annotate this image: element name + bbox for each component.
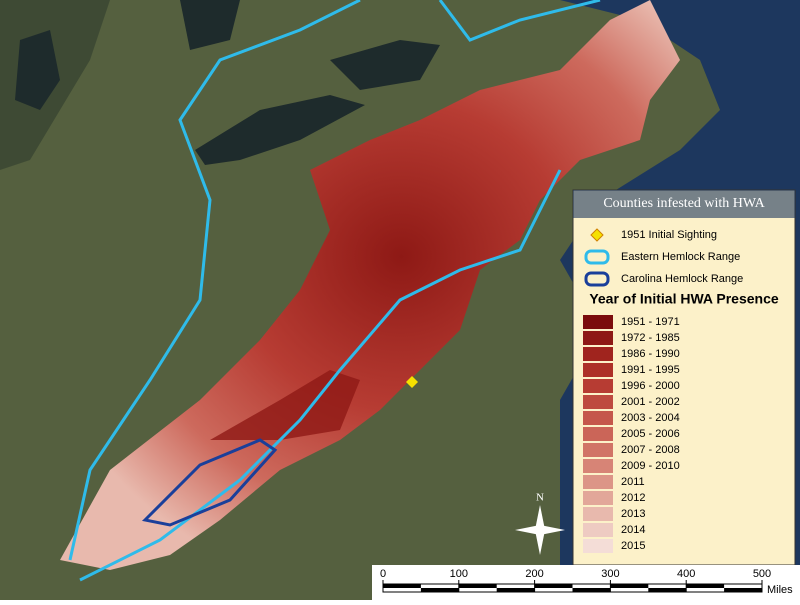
- scale-tick-label: 300: [601, 568, 619, 580]
- legend-class-label: 1972 - 1985: [621, 332, 680, 344]
- scale-bar-segment: [383, 584, 421, 588]
- legend-swatch: [583, 411, 613, 425]
- legend-class-label: 2014: [621, 524, 645, 536]
- infested-counties: [60, 0, 680, 570]
- scale-bar-segment: [534, 584, 573, 588]
- legend-swatch: [583, 491, 613, 505]
- initial-sighting: [406, 376, 418, 388]
- scale-bar-segment: [648, 588, 687, 592]
- legend-class-label: 2005 - 2006: [621, 428, 680, 440]
- scale-bar-box: [372, 565, 800, 600]
- map-title: Counties infested with HWA: [603, 196, 765, 211]
- scale-bar-segment: [458, 584, 497, 588]
- scale-bar-segment: [610, 584, 649, 588]
- legend-swatch: [583, 539, 613, 553]
- legend-symbol: [584, 271, 610, 287]
- legend-class-label: 1951 - 1971: [621, 316, 680, 328]
- infested-core: [210, 370, 360, 440]
- scale-bar-segment: [686, 584, 725, 588]
- legend-label: Eastern Hemlock Range: [621, 251, 740, 263]
- legend-swatch: [583, 347, 613, 361]
- legend-swatch: [583, 443, 613, 457]
- lake-ontario: [330, 40, 440, 90]
- legend-class-label: 2013: [621, 508, 645, 520]
- scale-tick-label: 400: [677, 568, 695, 580]
- legend-swatch: [583, 315, 613, 329]
- scale-tick-label: 500: [753, 568, 771, 580]
- legend-class-label: 1986 - 1990: [621, 348, 680, 360]
- legend-class-label: 2012: [621, 492, 645, 504]
- legend-swatch: [583, 379, 613, 393]
- legend-class-label: 2003 - 2004: [621, 412, 680, 424]
- scale-tick-label: 100: [450, 568, 468, 580]
- legend-label: Carolina Hemlock Range: [621, 273, 743, 285]
- legend-class-label: 2007 - 2008: [621, 444, 680, 456]
- legend-class-label: 1991 - 1995: [621, 364, 680, 376]
- legend-swatch: [583, 395, 613, 409]
- legend-label: 1951 Initial Sighting: [621, 229, 717, 241]
- scale-bar-segment: [572, 588, 611, 592]
- legend-heading: Year of Initial HWA Presence: [589, 291, 779, 307]
- scale-tick-label: 200: [525, 568, 543, 580]
- legend-swatch: [583, 523, 613, 537]
- legend-swatch: [583, 331, 613, 345]
- legend-class-label: 2015: [621, 540, 645, 552]
- scale-bar-segment: [496, 588, 535, 592]
- legend-swatch: [583, 507, 613, 521]
- legend-class-label: 2011: [621, 476, 645, 488]
- legend-title-bg: [573, 190, 795, 218]
- carolina-hemlock-range: [141, 438, 278, 527]
- lake-erie: [195, 95, 365, 165]
- legend-class-label: 1996 - 2000: [621, 380, 680, 392]
- scale-bar-segment: [420, 588, 459, 592]
- lake-michigan: [15, 30, 60, 110]
- north-arrow: N: [515, 492, 565, 555]
- legend-swatch: [583, 459, 613, 473]
- legend-symbol: [584, 249, 610, 265]
- legend-class-label: 2009 - 2010: [621, 460, 680, 472]
- legend-swatch: [583, 475, 613, 489]
- lake-huron: [180, 0, 240, 50]
- legend-symbol: [590, 228, 604, 242]
- north-label: N: [536, 492, 544, 504]
- scale-tick-label: 0: [380, 568, 386, 580]
- legend-swatch: [583, 363, 613, 377]
- legend-swatch: [583, 427, 613, 441]
- scale-unit: Miles: [767, 584, 793, 596]
- legend-class-label: 2001 - 2002: [621, 396, 680, 408]
- eastern-hemlock-range: [68, 0, 601, 582]
- arrow-ew: [515, 525, 565, 535]
- scale-bar-segment: [724, 588, 762, 592]
